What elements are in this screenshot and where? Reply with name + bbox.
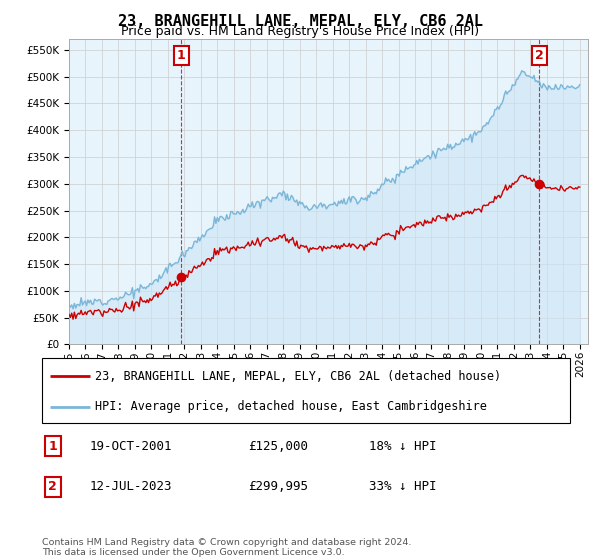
Text: £125,000: £125,000 bbox=[248, 440, 308, 453]
Text: 23, BRANGEHILL LANE, MEPAL, ELY, CB6 2AL: 23, BRANGEHILL LANE, MEPAL, ELY, CB6 2AL bbox=[118, 14, 482, 29]
Text: 2: 2 bbox=[535, 49, 544, 62]
Text: 18% ↓ HPI: 18% ↓ HPI bbox=[370, 440, 437, 453]
FancyBboxPatch shape bbox=[42, 358, 570, 423]
Text: HPI: Average price, detached house, East Cambridgeshire: HPI: Average price, detached house, East… bbox=[95, 400, 487, 413]
Text: 23, BRANGEHILL LANE, MEPAL, ELY, CB6 2AL (detached house): 23, BRANGEHILL LANE, MEPAL, ELY, CB6 2AL… bbox=[95, 370, 501, 383]
Text: 19-OCT-2001: 19-OCT-2001 bbox=[89, 440, 172, 453]
Text: 1: 1 bbox=[49, 440, 57, 453]
Text: Price paid vs. HM Land Registry's House Price Index (HPI): Price paid vs. HM Land Registry's House … bbox=[121, 25, 479, 38]
Text: 12-JUL-2023: 12-JUL-2023 bbox=[89, 480, 172, 493]
Text: £299,995: £299,995 bbox=[248, 480, 308, 493]
Text: Contains HM Land Registry data © Crown copyright and database right 2024.
This d: Contains HM Land Registry data © Crown c… bbox=[42, 538, 412, 557]
Text: 2: 2 bbox=[49, 480, 57, 493]
Text: 1: 1 bbox=[176, 49, 185, 62]
Text: 33% ↓ HPI: 33% ↓ HPI bbox=[370, 480, 437, 493]
